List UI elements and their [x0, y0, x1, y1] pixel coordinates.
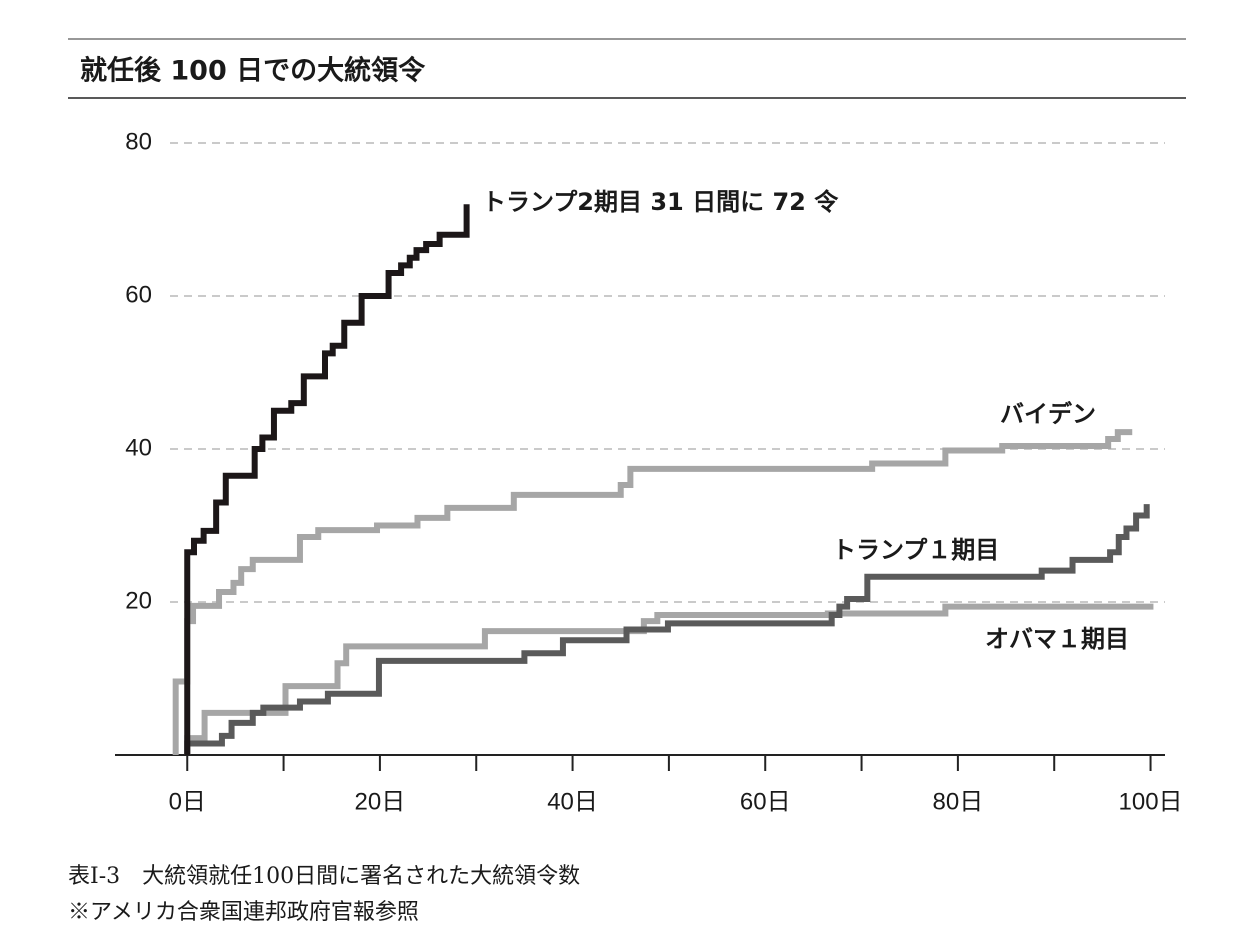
step-line — [184, 204, 470, 755]
series-label: トランプ2期目 31 日間に 72 令 — [482, 188, 839, 216]
y-tick-label: 60 — [125, 281, 152, 308]
x-tick-label: 100日 — [1119, 788, 1183, 815]
x-tick-label: 20日 — [355, 788, 406, 815]
y-tick-label: 80 — [125, 128, 152, 155]
caption-note: ※アメリカ合衆国連邦政府官報参照 — [68, 900, 419, 925]
step-line — [172, 429, 1133, 755]
x-tick-label: 0日 — [169, 788, 206, 815]
step-line — [184, 504, 1150, 755]
y-tick-label: 20 — [125, 587, 152, 614]
caption: 表I-3 大統領就任100日間に署名された大統領令数 — [68, 864, 580, 889]
series-label: トランプ１期目 — [832, 536, 999, 564]
x-tick-label: 60日 — [740, 788, 791, 815]
series-label: オバマ１期目 — [985, 625, 1129, 653]
chart-title: 就任後 100 日での大統領令 — [80, 55, 426, 87]
series-label: バイデン — [1000, 400, 1096, 428]
step-line — [184, 603, 1154, 755]
x-tick-label: 80日 — [933, 788, 984, 815]
y-tick-label: 40 — [125, 434, 152, 461]
x-tick-label: 40日 — [547, 788, 598, 815]
